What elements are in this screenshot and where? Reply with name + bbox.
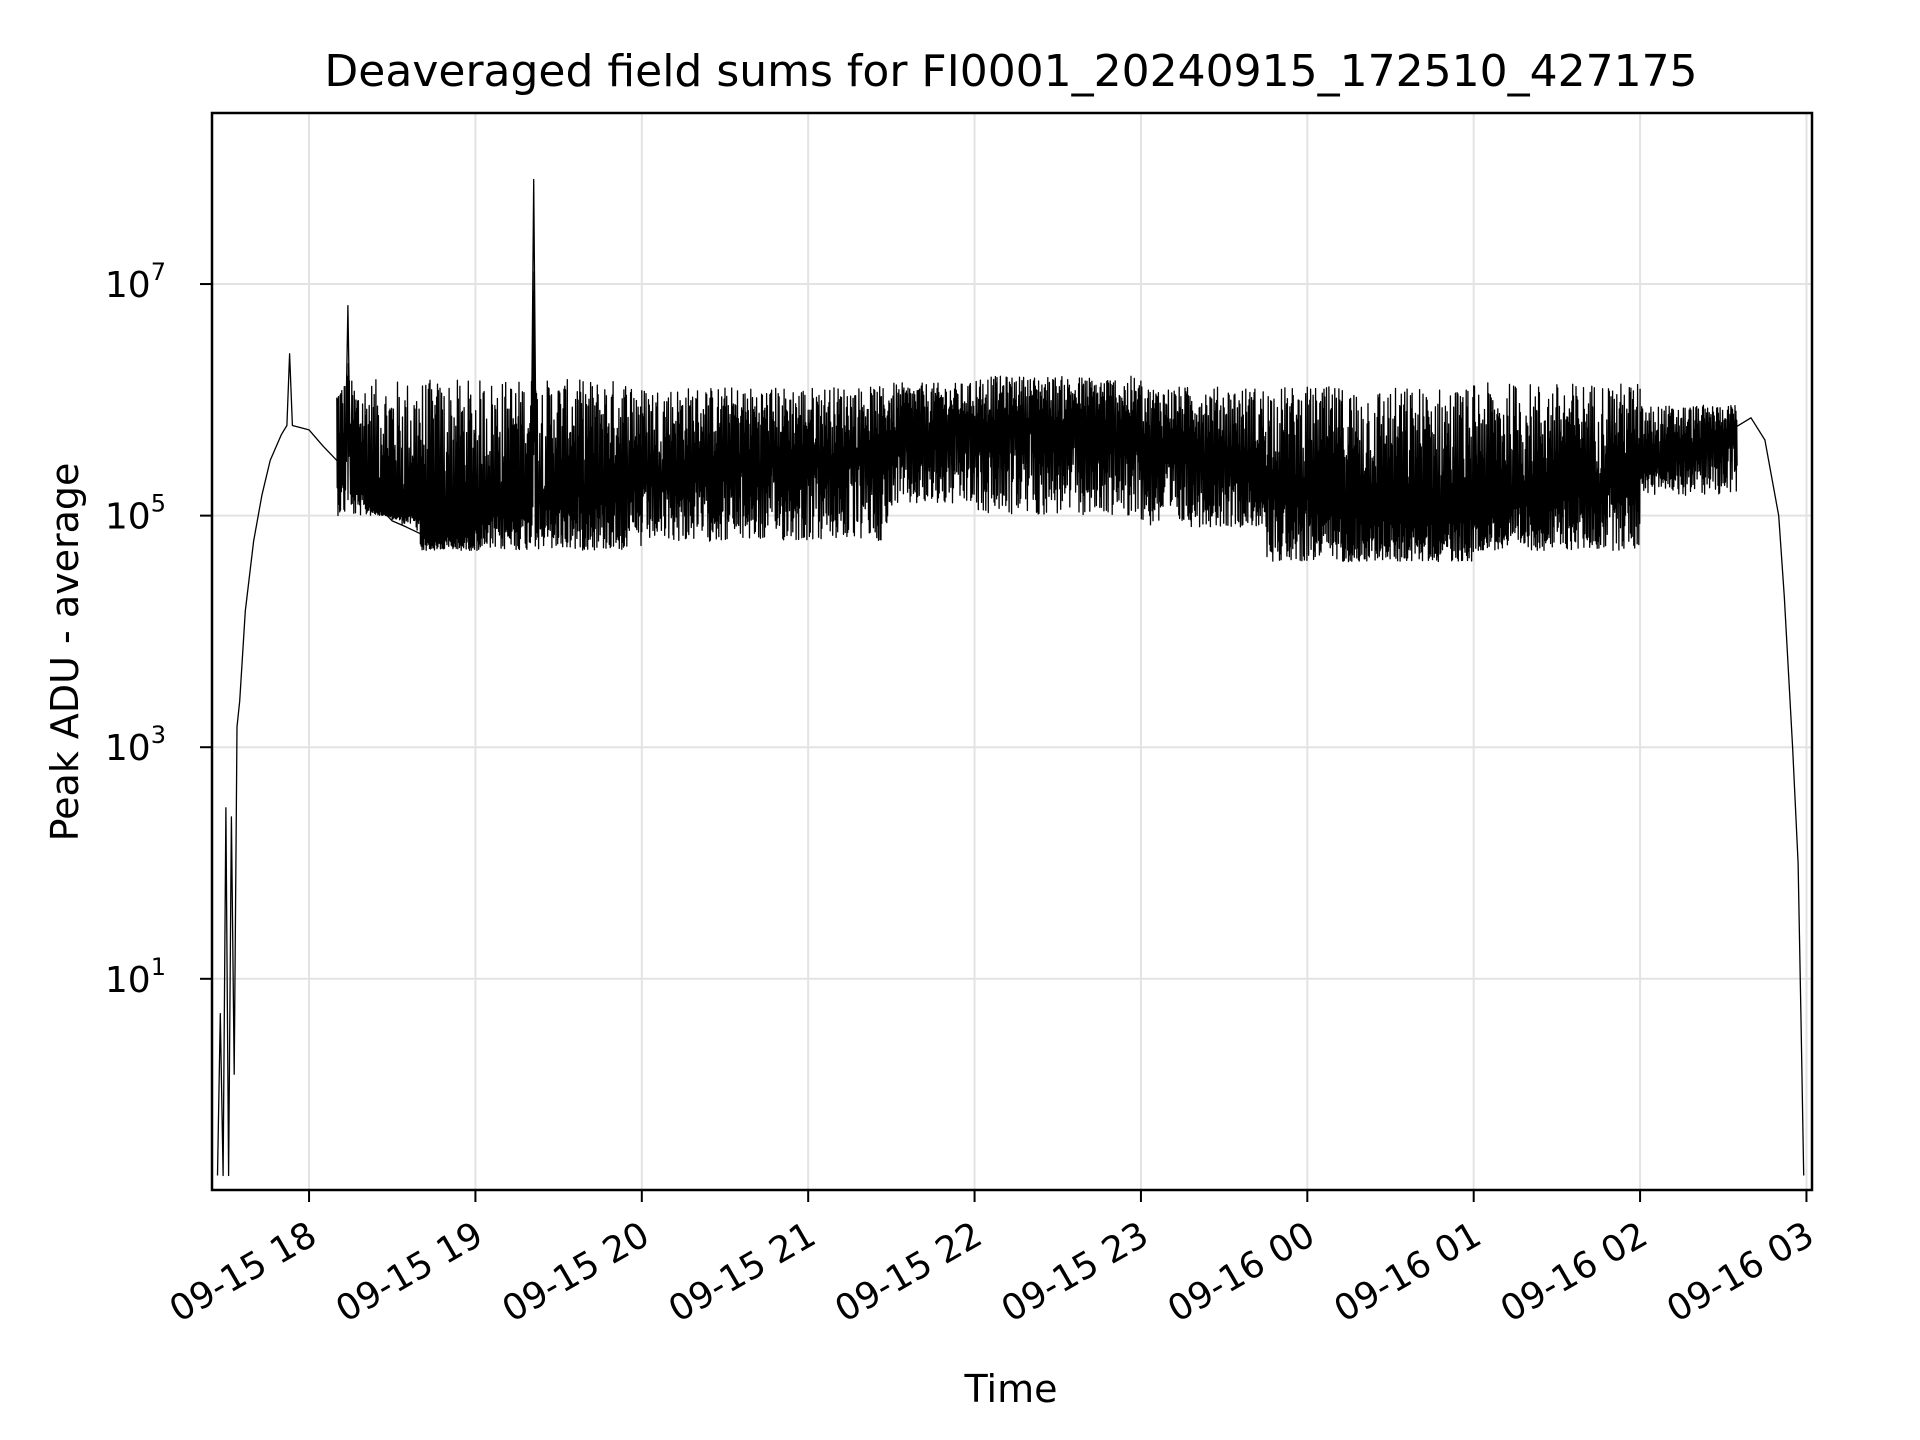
series-fluctuation bbox=[973, 375, 1142, 516]
y-tick-base: 10 bbox=[105, 265, 151, 306]
y-tick-label: 107 bbox=[105, 258, 166, 306]
x-axis-label: Time bbox=[964, 1367, 1058, 1411]
series-group bbox=[216, 178, 1805, 1177]
grid-lines bbox=[212, 113, 1812, 1190]
y-tick-label: 101 bbox=[105, 953, 166, 1001]
series-fluctuation bbox=[1265, 386, 1475, 563]
series-fluctuation bbox=[419, 271, 643, 552]
y-tick-exponent: 7 bbox=[151, 258, 166, 286]
chart-title: Deaveraged field sums for FI0001_2024091… bbox=[324, 46, 1697, 97]
series-layer bbox=[216, 178, 1805, 1177]
series-fluctuation bbox=[1473, 382, 1641, 551]
series-fluctuation bbox=[1639, 404, 1738, 496]
y-tick-exponent: 5 bbox=[151, 490, 166, 518]
series-fluctuation bbox=[1140, 386, 1267, 528]
y-tick-base: 10 bbox=[105, 960, 151, 1001]
y-tick-base: 10 bbox=[105, 728, 151, 769]
y-tick-label: 105 bbox=[105, 490, 166, 538]
plot-frame bbox=[210, 111, 1814, 1192]
y-tick-base: 10 bbox=[105, 497, 151, 538]
y-tick-exponent: 1 bbox=[151, 953, 166, 981]
series-fluctuation bbox=[641, 386, 893, 542]
series-fluctuation bbox=[336, 363, 421, 531]
y-axis-label: Peak ADU - average bbox=[43, 463, 87, 842]
y-tick-exponent: 3 bbox=[151, 721, 166, 749]
y-tick-label: 103 bbox=[105, 721, 166, 769]
series-fluctuation bbox=[890, 382, 976, 506]
